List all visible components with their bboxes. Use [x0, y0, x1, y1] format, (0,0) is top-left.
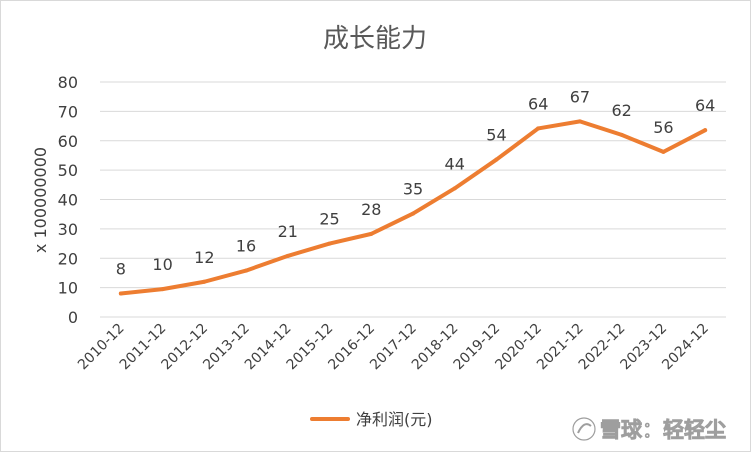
- y-tick-label: 70: [58, 102, 78, 121]
- y-axis-title: x 100000000: [31, 147, 50, 253]
- data-label: 10: [152, 255, 172, 274]
- watermark: 雪球：轻轻尘: [572, 417, 726, 442]
- snowball-logo-icon: [572, 417, 596, 441]
- series-layer: [118, 119, 708, 296]
- data-point: [244, 268, 249, 273]
- data-label: 67: [570, 87, 590, 106]
- data-point: [452, 186, 457, 191]
- y-tick-label: 50: [58, 161, 78, 180]
- data-point: [160, 287, 165, 292]
- data-label: 25: [319, 210, 339, 229]
- data-point: [536, 126, 541, 131]
- data-point: [661, 149, 666, 154]
- data-labels: 8 10 12 16 21 25 28 35 44 54 64 67 62 56 64: [116, 87, 716, 278]
- gridlines: [100, 81, 726, 318]
- data-label: 35: [403, 180, 423, 199]
- data-label: 56: [653, 118, 673, 137]
- y-tick-label: 80: [58, 73, 78, 92]
- data-label: 12: [194, 248, 214, 267]
- data-point: [411, 211, 415, 216]
- data-label: 28: [361, 200, 381, 219]
- series-line: [118, 119, 708, 296]
- legend-label: 净利润(元): [356, 410, 433, 429]
- data-label: 44: [445, 154, 465, 173]
- y-tick-label: 10: [58, 279, 78, 298]
- data-label: 64: [528, 94, 548, 113]
- y-tick-label: 0: [68, 308, 78, 327]
- data-label: 8: [116, 260, 126, 279]
- data-point: [369, 231, 374, 236]
- legend: 净利润(元): [310, 410, 433, 429]
- y-tick-label: 30: [58, 220, 78, 239]
- x-axis-ticks: 2010-122011-122012-122013-122014-122015-…: [75, 321, 712, 374]
- data-point: [285, 253, 290, 258]
- y-axis-ticks: 0 10 20 30 40 50 60 70 80: [58, 73, 78, 327]
- data-point: [577, 119, 582, 124]
- y-tick-label: 20: [58, 249, 78, 268]
- data-label: 21: [278, 222, 298, 241]
- data-label: 64: [695, 96, 715, 115]
- watermark-text: 雪球：轻轻尘: [600, 418, 726, 442]
- y-tick-label: 60: [58, 132, 78, 151]
- data-label: 54: [486, 126, 506, 145]
- data-point: [118, 291, 123, 296]
- y-tick-label: 40: [58, 191, 78, 210]
- data-point: [494, 157, 499, 162]
- chart-title: 成长能力: [323, 24, 427, 54]
- data-point: [703, 128, 708, 133]
- data-label: 62: [611, 101, 631, 120]
- data-point: [619, 132, 624, 137]
- data-point: [327, 241, 332, 246]
- data-label: 16: [236, 237, 256, 256]
- data-point: [202, 279, 207, 284]
- x-tick-label: 2024-12: [659, 321, 712, 374]
